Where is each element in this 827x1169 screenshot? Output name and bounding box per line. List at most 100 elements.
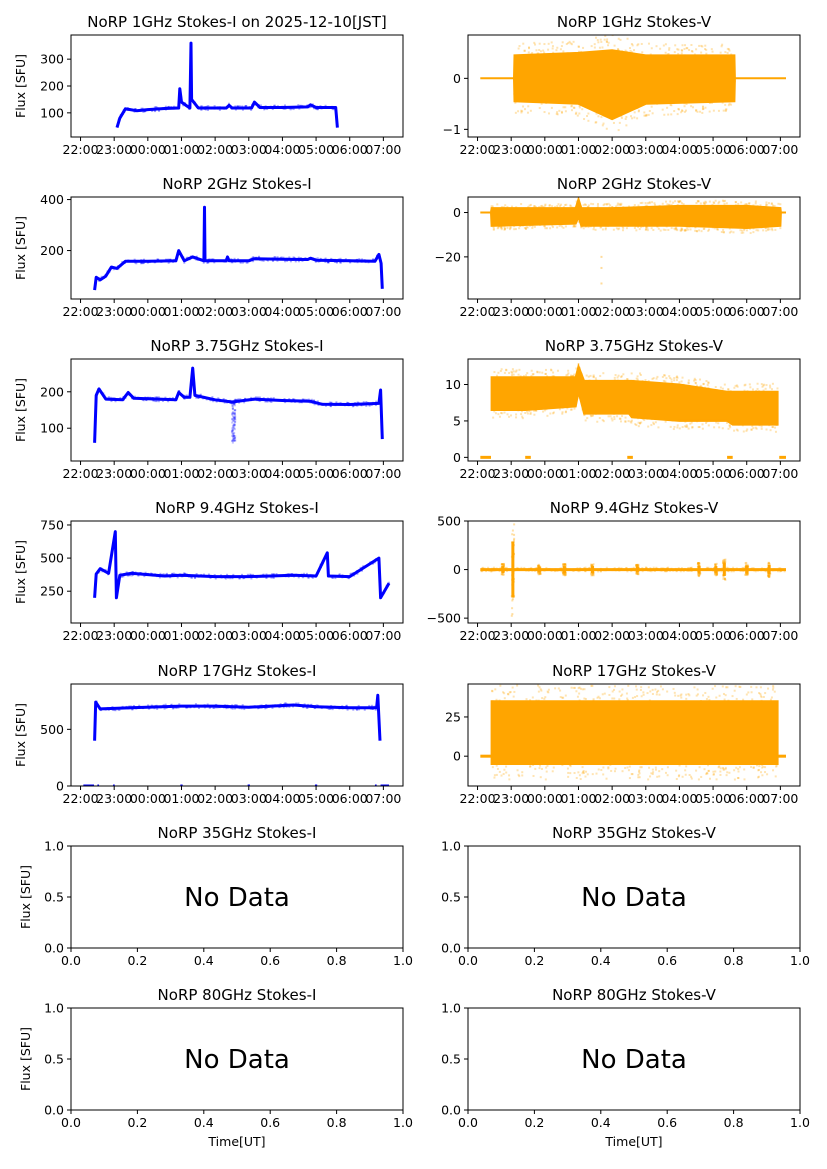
burst-point xyxy=(745,564,748,567)
burst-point xyxy=(724,570,727,573)
burst-point xyxy=(562,563,565,566)
data-point xyxy=(309,573,312,576)
data-point xyxy=(356,708,359,711)
noise-point xyxy=(543,43,546,46)
x-tick-label: 02:00 xyxy=(594,304,630,319)
data-point xyxy=(226,573,229,576)
noise-point xyxy=(729,567,732,570)
noise-point xyxy=(700,51,703,54)
noise-point xyxy=(518,227,521,230)
noise-point xyxy=(736,384,739,387)
subplot-title: NoRP 3.75GHz Stokes-V xyxy=(545,337,724,355)
noise-point xyxy=(741,229,744,232)
data-point xyxy=(310,703,313,706)
data-point xyxy=(310,257,313,260)
noise-point xyxy=(583,567,586,570)
noise-point xyxy=(702,201,705,204)
noise-point xyxy=(605,203,608,206)
stokes-i-trace xyxy=(93,693,382,741)
burst-point xyxy=(591,569,594,572)
data-point xyxy=(146,572,149,575)
noise-point xyxy=(681,376,684,379)
data-point xyxy=(245,261,248,264)
data-point xyxy=(153,707,156,710)
data-point xyxy=(235,400,238,403)
noise-point xyxy=(625,116,628,119)
noise-point xyxy=(680,49,683,52)
noise-point xyxy=(637,110,640,113)
noise-point xyxy=(544,203,547,206)
noise-point xyxy=(531,52,534,55)
noise-point xyxy=(559,205,562,208)
noise-point xyxy=(544,696,547,699)
burst-point xyxy=(714,565,717,568)
noise-point xyxy=(492,227,495,230)
noise-point xyxy=(620,202,623,205)
burst-point xyxy=(745,565,748,568)
data-point xyxy=(351,403,354,406)
data-point xyxy=(187,574,190,577)
burst-point xyxy=(745,569,748,572)
noise-point xyxy=(610,769,613,772)
data-point xyxy=(337,258,340,261)
burst-point xyxy=(511,529,514,532)
data-point xyxy=(185,706,188,709)
burst-point xyxy=(635,566,638,569)
noise-point xyxy=(492,416,495,419)
data-point xyxy=(183,394,186,397)
dropout-point xyxy=(231,411,234,414)
data-point xyxy=(254,396,257,399)
noise-point xyxy=(630,115,633,118)
burst-point xyxy=(511,546,514,549)
burst-point xyxy=(714,568,717,571)
noise-point xyxy=(485,569,488,572)
data-point xyxy=(169,260,172,263)
noise-point xyxy=(676,113,679,116)
data-point xyxy=(371,707,374,710)
noise-point xyxy=(520,566,523,569)
noise-point xyxy=(699,378,702,381)
burst-point xyxy=(698,571,701,574)
data-point xyxy=(213,260,216,263)
data-point xyxy=(313,107,316,110)
data-point xyxy=(379,391,382,394)
data-point xyxy=(156,259,159,262)
plot-area xyxy=(83,693,389,786)
data-point xyxy=(353,574,356,577)
burst-point xyxy=(746,563,749,566)
data-point xyxy=(327,261,330,264)
noise-point xyxy=(664,228,667,231)
dropout-point xyxy=(233,424,236,427)
noise-point xyxy=(664,43,667,46)
noise-point xyxy=(618,569,621,572)
noise-point xyxy=(495,764,498,767)
noise-point xyxy=(583,568,586,571)
data-point xyxy=(180,96,183,99)
burst-point xyxy=(714,566,717,569)
noise-point xyxy=(658,204,661,207)
burst-point xyxy=(502,564,505,567)
noise-point xyxy=(521,417,524,420)
noise-point xyxy=(712,567,715,570)
data-point xyxy=(272,573,275,576)
data-point xyxy=(330,576,333,579)
data-point xyxy=(202,573,205,576)
data-point xyxy=(262,258,265,261)
noise-point xyxy=(690,566,693,569)
burst-point xyxy=(513,537,516,540)
data-point xyxy=(301,575,304,578)
noise-point xyxy=(569,408,572,411)
noise-point xyxy=(620,375,623,378)
noise-point xyxy=(522,375,525,378)
data-point xyxy=(241,105,244,108)
burst-point xyxy=(510,614,513,617)
noise-point xyxy=(611,569,614,572)
noise-point xyxy=(648,699,651,702)
noise-point xyxy=(770,202,773,205)
data-point xyxy=(173,399,176,402)
data-point xyxy=(271,257,274,260)
data-point xyxy=(304,704,307,707)
noise-point xyxy=(732,231,735,234)
burst-point xyxy=(636,565,639,568)
data-point xyxy=(383,591,386,594)
